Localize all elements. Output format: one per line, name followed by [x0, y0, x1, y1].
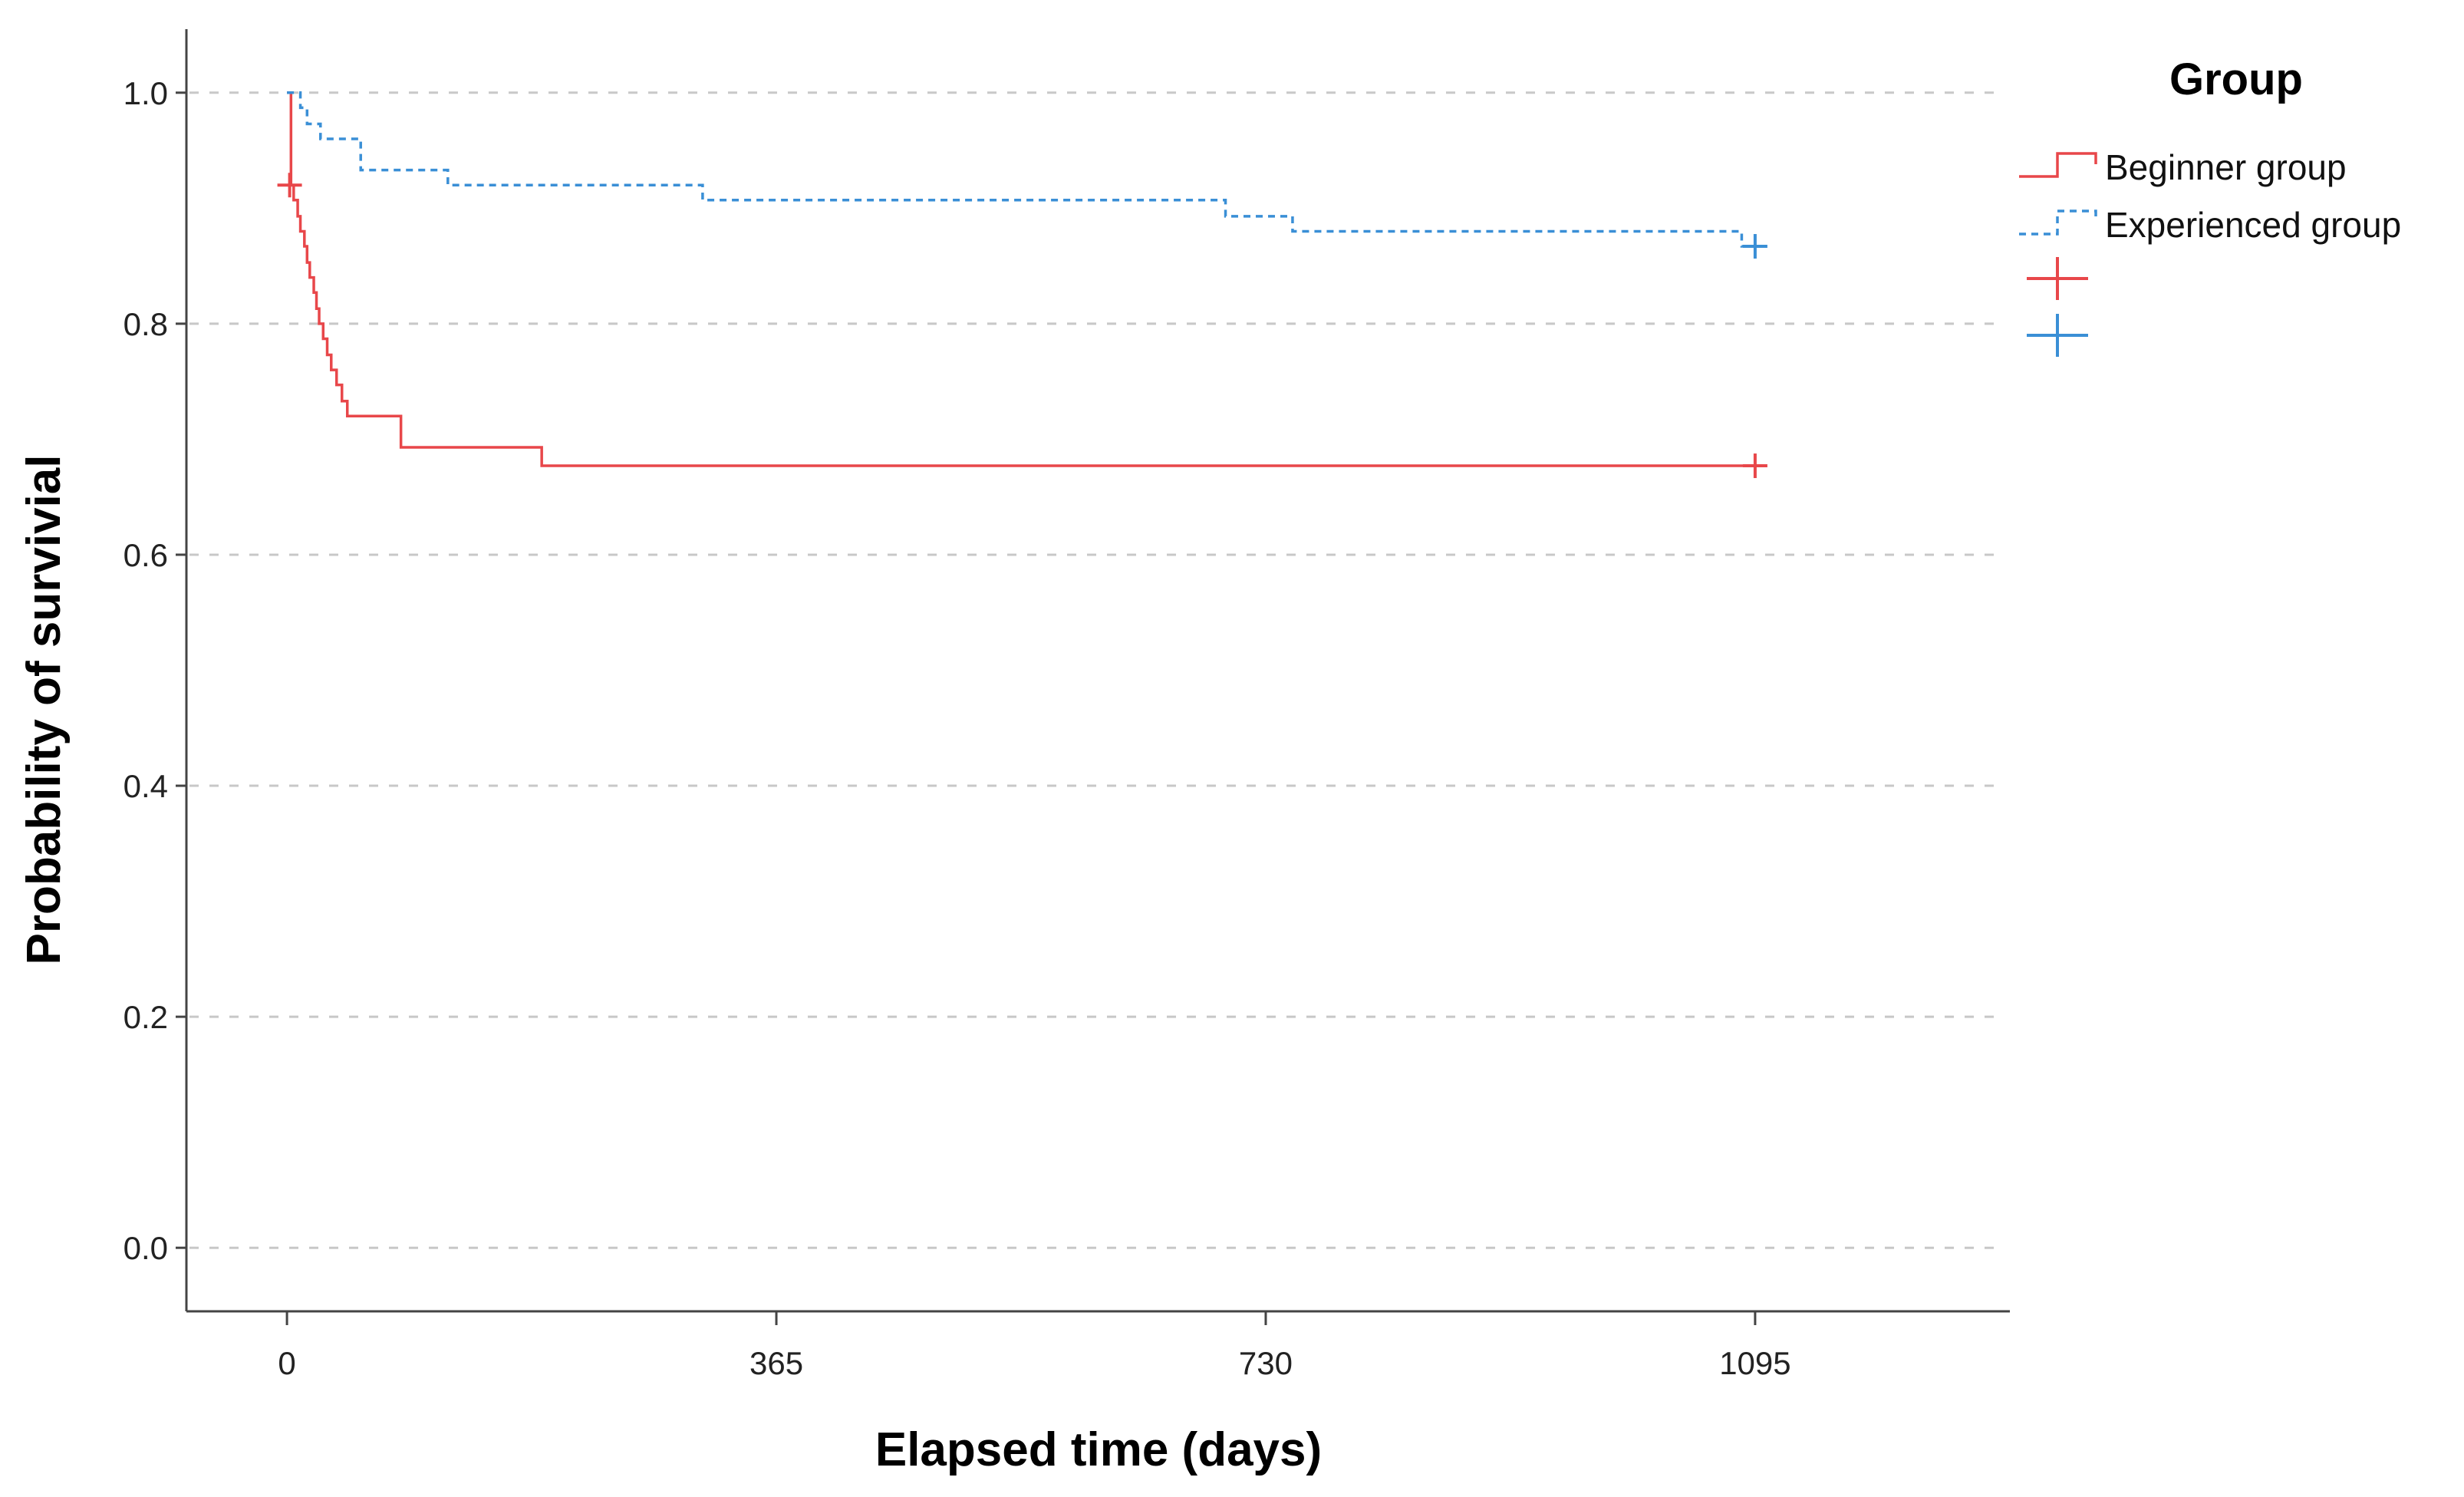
legend-swatch-experienced-group	[2019, 209, 2097, 236]
y-axis-ticks: 0.0 0.2 0.4 0.6 0.8 1.0	[124, 75, 186, 1266]
legend-label-1: Experienced group	[2105, 205, 2401, 245]
censor-mark-experienced-group-0	[1742, 234, 1767, 259]
legend-swatch-beginner-group	[2019, 152, 2097, 178]
y-axis-title: Probability of survivial	[18, 455, 71, 965]
x-tick-label-3: 1095	[1719, 1345, 1790, 1381]
x-tick-label-2: 730	[1239, 1345, 1293, 1381]
y-tick-label-0: 0.0	[124, 1230, 168, 1266]
y-tick-label-3: 0.6	[124, 537, 168, 573]
grid-lines	[189, 91, 2002, 1249]
series-line-beginner-group	[287, 91, 1755, 467]
censor-mark-beginner-group-1	[1742, 453, 1767, 479]
legend: Group Beginner group Experienced group	[2019, 54, 2401, 357]
y-tick-label-2: 0.4	[124, 768, 168, 804]
y-tick-label-5: 1.0	[124, 75, 168, 111]
series-line-experienced-group	[287, 91, 1755, 248]
x-tick-label-0: 0	[278, 1345, 295, 1381]
series-layer	[277, 91, 1767, 479]
legend-label-0: Beginner group	[2105, 147, 2347, 187]
x-tick-label-1: 365	[749, 1345, 803, 1381]
legend-censor-swatch-beginner-group	[2027, 257, 2088, 300]
y-tick-label-4: 0.8	[124, 306, 168, 342]
x-axis-ticks: 0 365 730 1095	[278, 1311, 1791, 1381]
x-axis-title: Elapsed time (days)	[875, 1423, 1322, 1476]
legend-censor-swatch-experienced-group	[2027, 314, 2088, 357]
censor-mark-beginner-group-0	[277, 173, 302, 198]
legend-title: Group	[2169, 54, 2303, 104]
y-tick-label-1: 0.2	[124, 999, 168, 1035]
